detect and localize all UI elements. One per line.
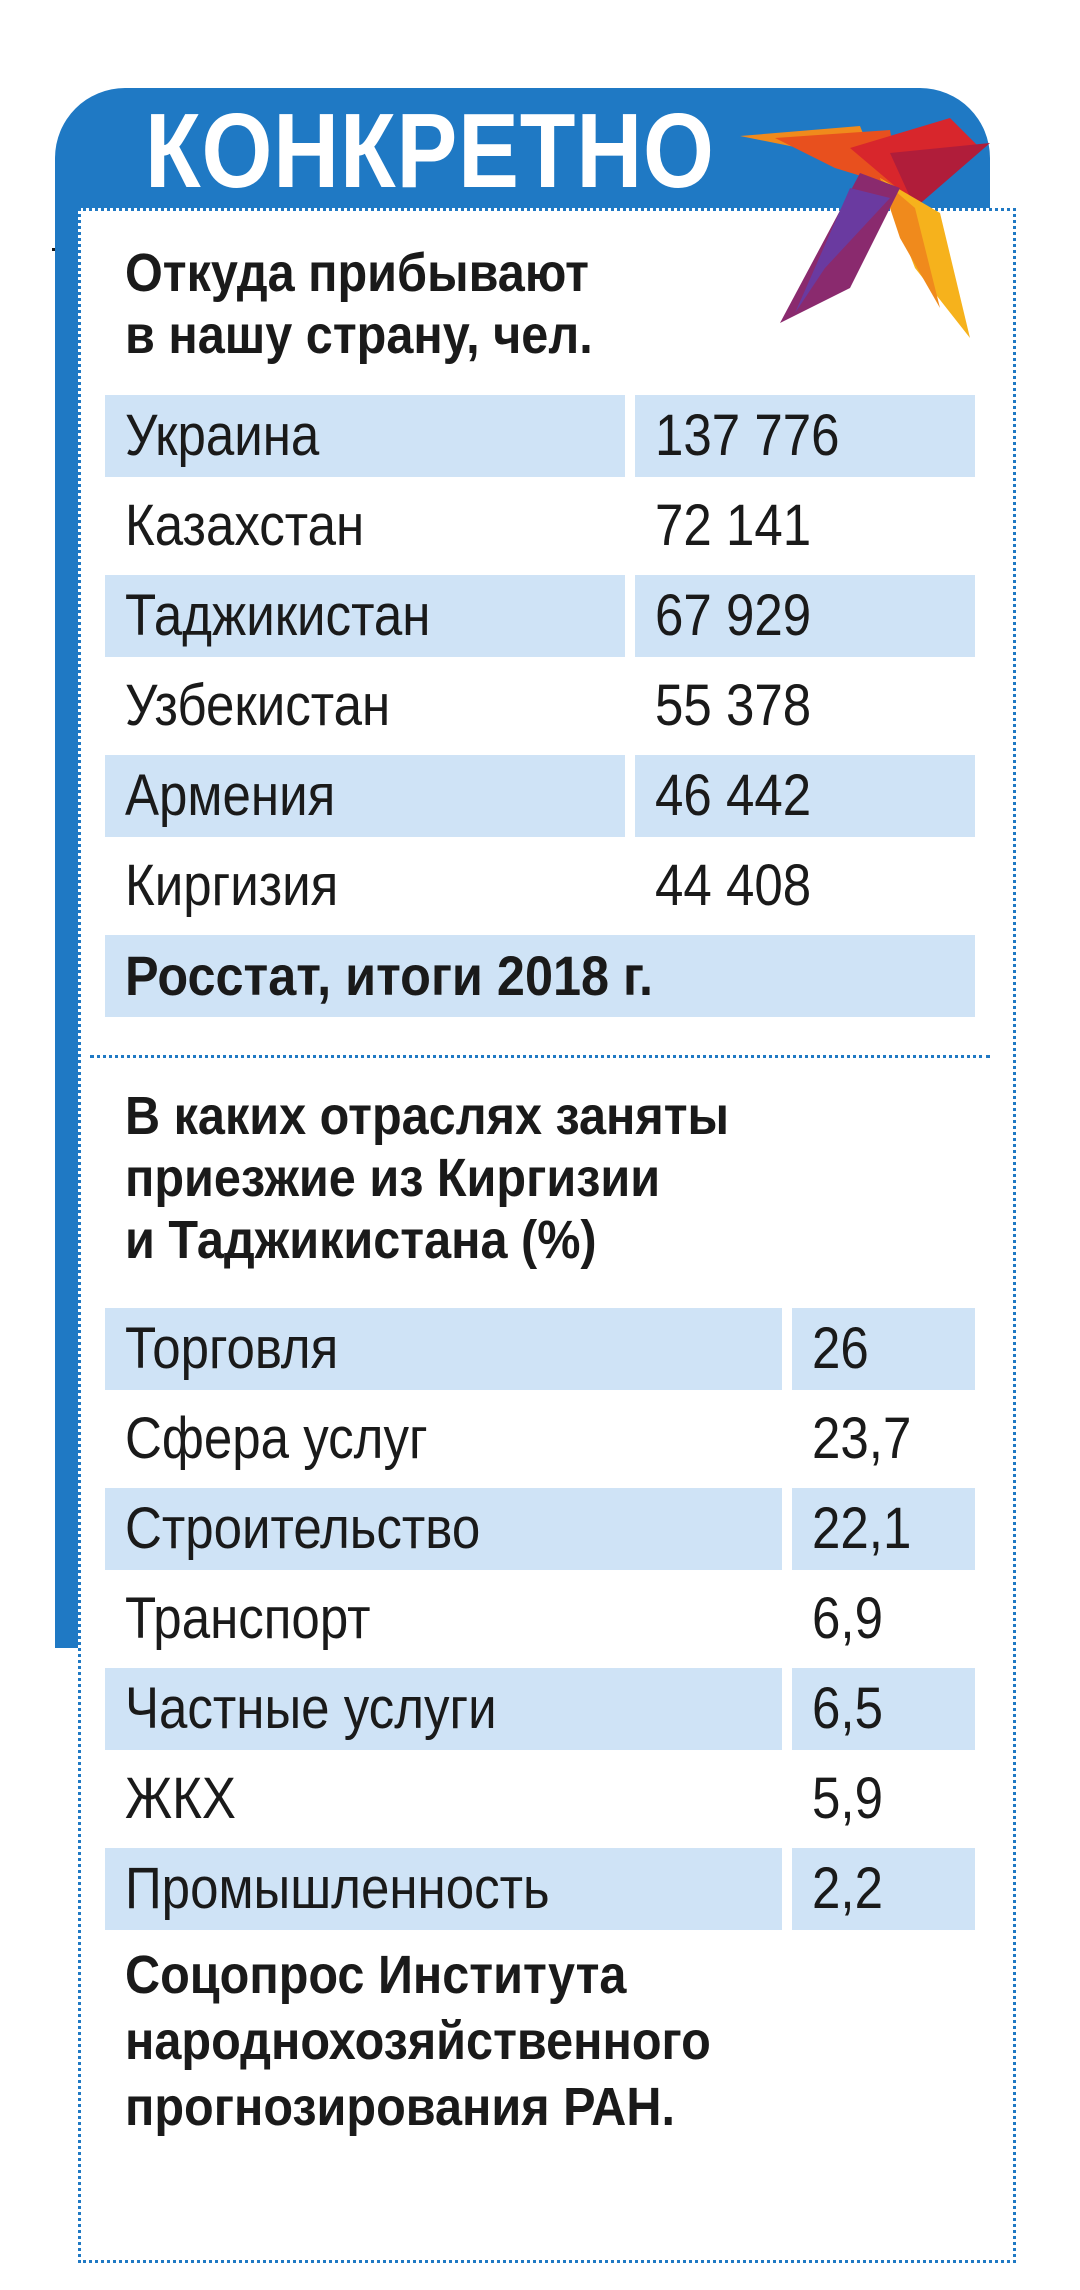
sector-cell: ЖКХ <box>125 1766 236 1831</box>
table-row: Сфера услуг 23,7 <box>105 1398 975 1480</box>
country-cell: Узбекистан <box>125 673 391 738</box>
sector-cell: Частные услуги <box>105 1668 782 1750</box>
value-cell: 23,7 <box>812 1406 912 1471</box>
country-cell: Казахстан <box>125 493 365 558</box>
value-cell: 46 442 <box>635 755 975 837</box>
value-cell: 137 776 <box>635 395 975 477</box>
table-row: Строительство 22,1 <box>105 1488 975 1570</box>
table-row: Узбекистан 55 378 <box>105 665 975 747</box>
country-cell: Киргизия <box>125 853 339 918</box>
country-cell: Таджикистан <box>105 575 625 657</box>
value-cell: 6,5 <box>792 1668 975 1750</box>
table-row: Частные услуги 6,5 <box>105 1668 975 1750</box>
value-cell: 2,2 <box>792 1848 975 1930</box>
sector-cell: Торговля <box>105 1308 782 1390</box>
section2-source: Соцопрос Института народнохозяйственного… <box>125 1942 776 2140</box>
section2-heading: В каких отраслях заняты приезжие из Кирг… <box>125 1085 796 1271</box>
value-cell: 55 378 <box>655 673 812 738</box>
section1-heading-line-2: в нашу страну, чел. <box>125 305 593 365</box>
section1-heading-line-1: Откуда прибывают <box>125 243 589 303</box>
table-row: Казахстан 72 141 <box>105 485 975 567</box>
table-row: Транспорт 6,9 <box>105 1578 975 1660</box>
table-row: ЖКХ 5,9 <box>105 1758 975 1840</box>
section2-heading-line-2: приезжие из Киргизии <box>125 1148 661 1208</box>
value-cell: 72 141 <box>655 493 812 558</box>
sector-cell: Сфера услуг <box>125 1406 428 1471</box>
bird-logo-icon <box>740 118 990 338</box>
section2-source-line-2: народнохозяйственного <box>125 2011 711 2071</box>
table-row: Украина 137 776 <box>105 395 975 477</box>
section2-heading-line-1: В каких отраслях заняты <box>125 1086 730 1146</box>
value-cell: 44 408 <box>655 853 812 918</box>
section1-source: Росстат, итоги 2018 г. <box>105 935 975 1017</box>
table-row: Армения 46 442 <box>105 755 975 837</box>
page-title: КОНКРЕТНО <box>145 92 715 210</box>
sector-cell: Строительство <box>105 1488 782 1570</box>
section-divider <box>90 1055 990 1058</box>
table-row: Таджикистан 67 929 <box>105 575 975 657</box>
country-cell: Армения <box>105 755 625 837</box>
sector-cell: Промышленность <box>105 1848 782 1930</box>
section2-source-line-3: прогнозирования РАН. <box>125 2077 675 2137</box>
value-cell: 67 929 <box>635 575 975 657</box>
value-cell: 26 <box>792 1308 975 1390</box>
section1-heading: Откуда прибывают в нашу страну, чел. <box>125 242 645 366</box>
table-row: Промышленность 2,2 <box>105 1848 975 1930</box>
table-row: Киргизия 44 408 <box>105 845 975 927</box>
sector-cell: Транспорт <box>125 1586 371 1651</box>
section2-source-line-1: Соцопрос Института <box>125 1945 627 2005</box>
section2-heading-line-3: и Таджикистана (%) <box>125 1210 597 1270</box>
table-row: Торговля 26 <box>105 1308 975 1390</box>
value-cell: 6,9 <box>812 1586 883 1651</box>
value-cell: 22,1 <box>792 1488 975 1570</box>
country-cell: Украина <box>105 395 625 477</box>
value-cell: 5,9 <box>812 1766 883 1831</box>
